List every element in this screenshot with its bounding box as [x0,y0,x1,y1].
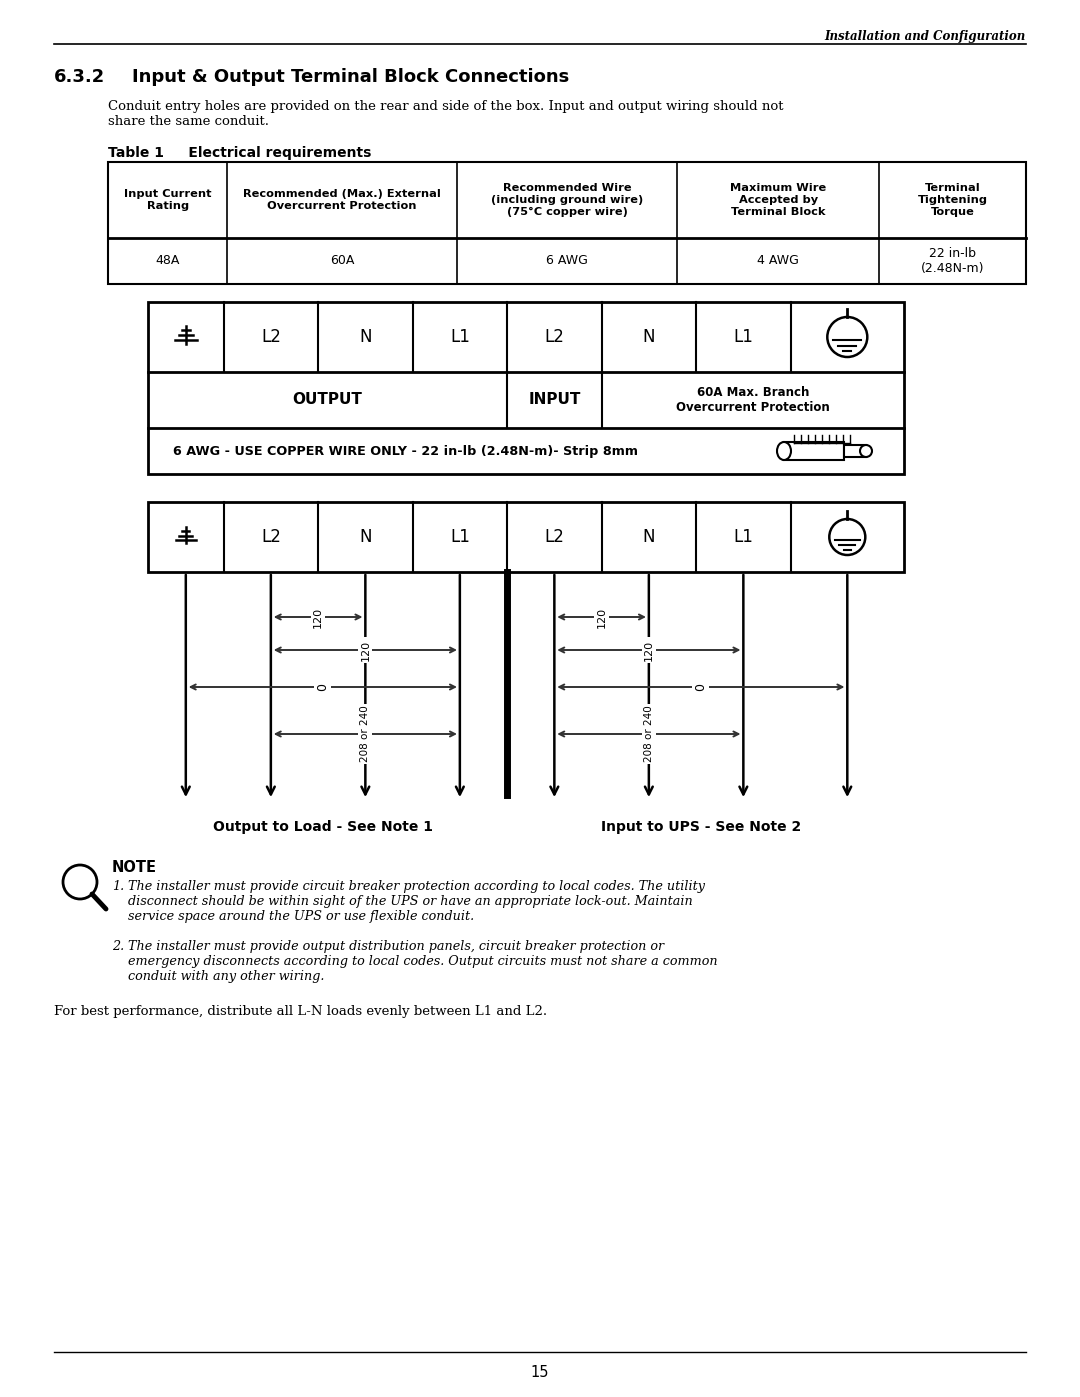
Text: 60A: 60A [329,254,354,267]
Text: 6 AWG - USE COPPER WIRE ONLY - 22 in-lb (2.48N-m)- Strip 8mm: 6 AWG - USE COPPER WIRE ONLY - 22 in-lb … [173,444,638,457]
Text: L1: L1 [733,328,753,346]
Text: 0: 0 [694,683,707,692]
Text: L2: L2 [261,328,281,346]
Text: 208 or 240: 208 or 240 [361,705,370,763]
Text: Recommended (Max.) External
Overcurrent Protection: Recommended (Max.) External Overcurrent … [243,189,441,211]
Text: L1: L1 [733,528,753,546]
Ellipse shape [860,446,872,457]
Bar [843,446,866,457]
Text: 2.: 2. [112,940,124,953]
Ellipse shape [777,441,791,460]
Bar [784,441,843,460]
Text: 48A: 48A [156,254,180,267]
Text: 6.3.2: 6.3.2 [54,68,105,87]
Text: The installer must provide output distribution panels, circuit breaker protectio: The installer must provide output distri… [129,940,717,983]
Text: 1.: 1. [112,880,124,893]
Text: L2: L2 [544,328,564,346]
Text: Output to Load - See Note 1: Output to Load - See Note 1 [213,820,433,834]
Text: Installation and Configuration: Installation and Configuration [825,29,1026,43]
Text: L1: L1 [450,528,470,546]
Bar [108,162,1026,284]
Bar [148,302,904,474]
Text: 6 AWG: 6 AWG [546,254,588,267]
Text: 208 or 240: 208 or 240 [644,705,653,763]
Text: N: N [359,528,372,546]
Text: INPUT: INPUT [528,393,581,408]
Text: Input & Output Terminal Block Connections: Input & Output Terminal Block Connection… [132,68,569,87]
Text: 120: 120 [313,606,323,627]
Text: 120: 120 [596,606,607,627]
Text: 120: 120 [361,640,370,661]
Text: The installer must provide circuit breaker protection according to local codes. : The installer must provide circuit break… [129,880,705,923]
Text: NOTE: NOTE [112,861,157,875]
Text: N: N [643,328,656,346]
Text: Recommended Wire
(including ground wire)
(75°C copper wire): Recommended Wire (including ground wire)… [491,183,643,217]
Text: 22 in-lb
(2.48N-m): 22 in-lb (2.48N-m) [921,247,984,275]
Text: OUTPUT: OUTPUT [293,393,363,408]
Text: 4 AWG: 4 AWG [757,254,799,267]
Text: For best performance, distribute all L-N loads evenly between L1 and L2.: For best performance, distribute all L-N… [54,1004,548,1018]
Text: Table 1     Electrical requirements: Table 1 Electrical requirements [108,147,372,161]
Text: Maximum Wire
Accepted by
Terminal Block: Maximum Wire Accepted by Terminal Block [730,183,826,217]
Text: L2: L2 [261,528,281,546]
Bar [148,502,904,571]
Text: Input Current
Rating: Input Current Rating [124,189,212,211]
Text: 0: 0 [316,683,329,692]
Text: N: N [643,528,656,546]
Text: 15: 15 [530,1365,550,1380]
Text: 120: 120 [644,640,653,661]
Text: Terminal
Tightening
Torque: Terminal Tightening Torque [918,183,987,217]
Text: N: N [359,328,372,346]
Text: L2: L2 [544,528,564,546]
Text: Conduit entry holes are provided on the rear and side of the box. Input and outp: Conduit entry holes are provided on the … [108,101,783,129]
Text: L1: L1 [450,328,470,346]
Text: 60A Max. Branch
Overcurrent Protection: 60A Max. Branch Overcurrent Protection [676,386,829,414]
Text: Input to UPS - See Note 2: Input to UPS - See Note 2 [600,820,801,834]
